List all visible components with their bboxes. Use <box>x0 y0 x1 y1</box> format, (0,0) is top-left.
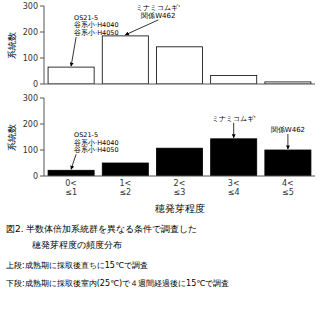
y-tick-label: 200 <box>23 120 38 129</box>
y-axis <box>44 98 45 176</box>
y-tick-label: 0 <box>33 80 38 89</box>
y-tick <box>40 84 44 85</box>
bar <box>211 75 257 84</box>
y-tick-label: 200 <box>23 28 38 37</box>
annotation: ミナミコムギ'関係W462 <box>136 4 180 20</box>
annotation-arrow <box>233 123 234 138</box>
y-tick <box>40 150 44 151</box>
annotation-arrow <box>287 134 288 149</box>
x-tick-label: 4<≤5 <box>282 179 294 197</box>
annotation: OS21-5谷系小·H4040谷系小·H4050 <box>74 14 119 37</box>
x-axis <box>44 84 315 85</box>
x-axis <box>44 176 315 177</box>
y-tick <box>40 58 44 59</box>
plot: 0 100 200 300 0<≤1 1<≤2 2<≤3 3<≤4 4<≤5 系統数穂発芽程度 ミナ… <box>7 94 316 215</box>
annotation-arrow <box>71 154 76 169</box>
x-label: 穂発芽程度 <box>155 203 205 214</box>
bar <box>102 163 148 176</box>
y-tick-label: 100 <box>23 54 38 63</box>
y-tick <box>40 124 44 125</box>
x-tick-label: 0<≤1 <box>65 179 77 197</box>
y-tick <box>40 176 44 177</box>
y-tick-label: 300 <box>23 94 38 103</box>
caption: 上段:成熟期に採取後直ちに15℃で調査 <box>6 261 148 270</box>
bars <box>48 139 311 176</box>
bar <box>102 36 148 84</box>
y-tick-label: 0 <box>33 172 38 181</box>
x-tick-label: 2<≤3 <box>174 179 186 197</box>
chart: 0100200300系統数ミナミコムギ'関係W462OS21-5谷系小·H404… <box>0 0 323 323</box>
bar <box>48 170 94 176</box>
bar <box>265 150 311 176</box>
y-tick-label: 100 <box>23 146 38 155</box>
annotation: 関係W462 <box>271 126 305 134</box>
x-tick-label: 1<≤2 <box>119 179 131 197</box>
bar <box>211 139 257 176</box>
bar <box>156 148 202 176</box>
y-axis <box>44 6 45 84</box>
annotation: OS21-5谷系小·H4040谷系小·H4050 <box>74 131 119 154</box>
caption: 下段:成熟期に採取後室内(25℃)で４週間経過後に15℃で調査 <box>6 279 229 288</box>
annotation-arrow <box>125 20 158 35</box>
y-label: 系統数 <box>7 124 17 151</box>
bars <box>48 36 311 84</box>
bar <box>156 47 202 84</box>
y-tick-label: 300 <box>23 2 38 11</box>
plot: 0 100 200 300 系統数 ミナミコムギ'関係W462 OS21-5谷系小·H404… <box>7 2 316 89</box>
caption: 図2. 半数体倍加系統群を異なる条件で調査した <box>6 224 197 234</box>
caption: 穂発芽程度の頻度分布 <box>32 240 122 250</box>
x-tick-label: 3<≤4 <box>228 179 240 197</box>
y-tick <box>40 32 44 33</box>
bar <box>48 67 94 84</box>
annotation-arrow <box>71 37 76 66</box>
y-tick <box>40 98 44 99</box>
y-label: 系統数 <box>7 32 17 59</box>
y-tick <box>40 6 44 7</box>
annotation: ミナミコムギ' <box>212 115 256 123</box>
